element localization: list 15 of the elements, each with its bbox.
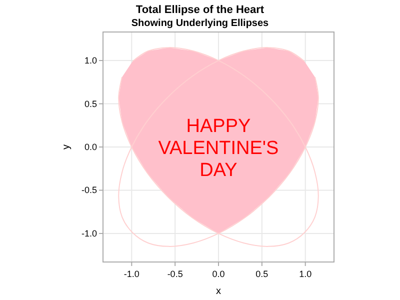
y-tick-label: -1.0 — [81, 228, 97, 238]
y-tick-label: 1.0 — [84, 56, 97, 66]
x-tick-label: -0.5 — [167, 269, 183, 279]
chart-title: Total Ellipse of the Heart — [136, 4, 264, 16]
x-tick-label: 0.0 — [212, 269, 225, 279]
annotation: HAPPY VALENTINE'S DAY — [158, 116, 279, 181]
y-tick-label: 0.0 — [84, 142, 97, 152]
y-tick-label: 0.5 — [84, 98, 97, 109]
x-tick-label: -1.0 — [124, 269, 140, 279]
x-axis-title: x — [216, 286, 221, 297]
y-tick-label: -0.5 — [81, 185, 97, 196]
x-tick-label: 0.5 — [256, 269, 268, 279]
y-axis-title: y — [61, 144, 72, 150]
x-tick-label: 1.0 — [299, 269, 312, 279]
chart-subtitle: Showing Underlying Ellipses — [131, 18, 270, 29]
